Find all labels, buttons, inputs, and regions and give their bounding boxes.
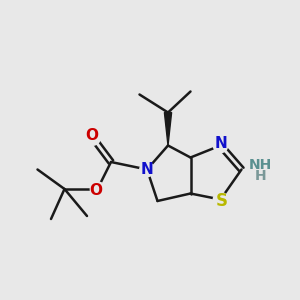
Circle shape bbox=[213, 138, 228, 153]
Circle shape bbox=[90, 182, 105, 196]
Text: N: N bbox=[214, 136, 227, 152]
Text: O: O bbox=[85, 128, 98, 143]
Circle shape bbox=[140, 162, 154, 177]
Text: NH: NH bbox=[248, 158, 272, 172]
Circle shape bbox=[86, 131, 100, 145]
Text: S: S bbox=[216, 192, 228, 210]
Text: N: N bbox=[141, 162, 153, 177]
Polygon shape bbox=[164, 112, 172, 146]
Text: H: H bbox=[254, 169, 266, 182]
Circle shape bbox=[213, 192, 228, 207]
Text: O: O bbox=[89, 183, 103, 198]
Circle shape bbox=[250, 158, 272, 178]
